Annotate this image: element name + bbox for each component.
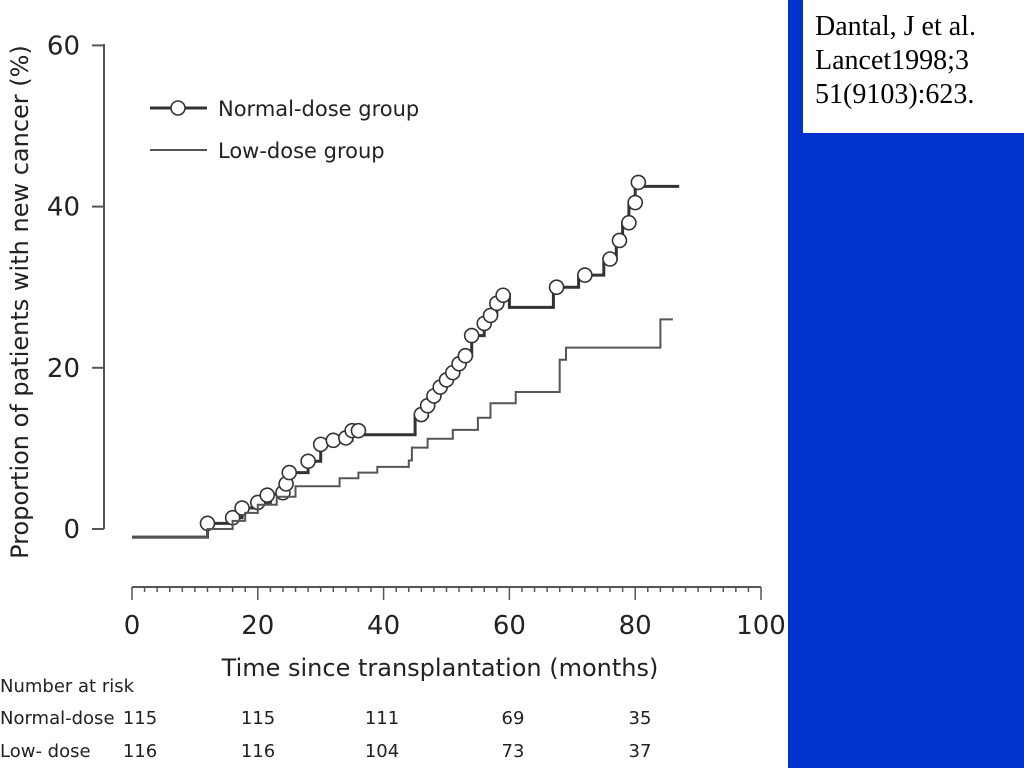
plot-area: [132, 174, 680, 539]
data-point: [602, 251, 618, 267]
data-point: [577, 267, 593, 283]
data-point: [548, 279, 565, 296]
series-line: [132, 184, 680, 539]
citation-line: Dantal, J et al.: [815, 11, 976, 42]
risk-value: 111: [365, 708, 399, 729]
risk-value: 115: [123, 708, 157, 729]
risk-table: Number at risk Normal-dose 115 115 111 69 35 Lo…: [0, 676, 651, 762]
data-point: [300, 453, 316, 470]
series-line: [132, 318, 673, 539]
data-point: [281, 464, 298, 481]
legend-label-normal: Normal-dose group: [218, 97, 419, 121]
data-point: [611, 232, 628, 249]
x-tick-label: 40: [367, 611, 400, 641]
x-tick-label: 20: [241, 611, 274, 641]
y-tick-label: 20: [47, 354, 80, 384]
data-point: [234, 500, 250, 516]
data-point: [627, 194, 644, 211]
data-point: [325, 432, 342, 449]
data-point: [630, 174, 647, 191]
data-point: [621, 214, 637, 231]
y-tick-label: 0: [63, 515, 80, 545]
x-tick-label: 80: [619, 611, 652, 641]
risk-value: 116: [241, 741, 275, 762]
risk-row-label: Normal-dose: [0, 708, 115, 729]
risk-value: 37: [629, 741, 652, 762]
risk-table-header: Number at risk: [0, 676, 135, 697]
x-axis-title: Time since transplantation (months): [221, 654, 659, 682]
risk-value: 104: [365, 741, 399, 762]
axes: 0 20 40 60 0 20 40 60 80 100: [47, 31, 786, 641]
y-tick-label: 40: [47, 193, 80, 223]
data-point: [482, 307, 499, 324]
data-point: [495, 287, 511, 304]
risk-value: 73: [502, 741, 525, 762]
data-point: [259, 487, 276, 503]
legend-label-low: Low-dose group: [218, 139, 385, 163]
x-tick-label: 60: [493, 611, 526, 641]
citation: Dantal, J et al. Lancet1998;3 51(9103):6…: [803, 0, 1024, 133]
risk-value: 115: [241, 708, 275, 729]
citation-line: Lancet1998;3: [815, 45, 969, 76]
y-tick-label: 60: [47, 31, 80, 61]
y-axis-title: Proportion of patients with new cancer (…: [6, 45, 34, 559]
x-tick-label: 0: [124, 611, 141, 641]
data-point: [463, 327, 480, 344]
citation-line: 51(9103):623.: [815, 79, 975, 110]
risk-value: 35: [629, 708, 652, 729]
risk-value: 69: [502, 708, 525, 729]
x-tick-label: 100: [736, 611, 786, 641]
legend: Normal-dose group Low-dose group: [150, 97, 419, 163]
risk-value: 116: [123, 741, 157, 762]
data-point: [457, 347, 474, 364]
legend-marker: [170, 100, 186, 116]
data-point: [350, 422, 367, 439]
risk-row-label: Low- dose: [0, 741, 91, 762]
chart: 0 20 40 60 0 20 40 60 80 100 Normal-dose group Low…: [0, 31, 786, 762]
